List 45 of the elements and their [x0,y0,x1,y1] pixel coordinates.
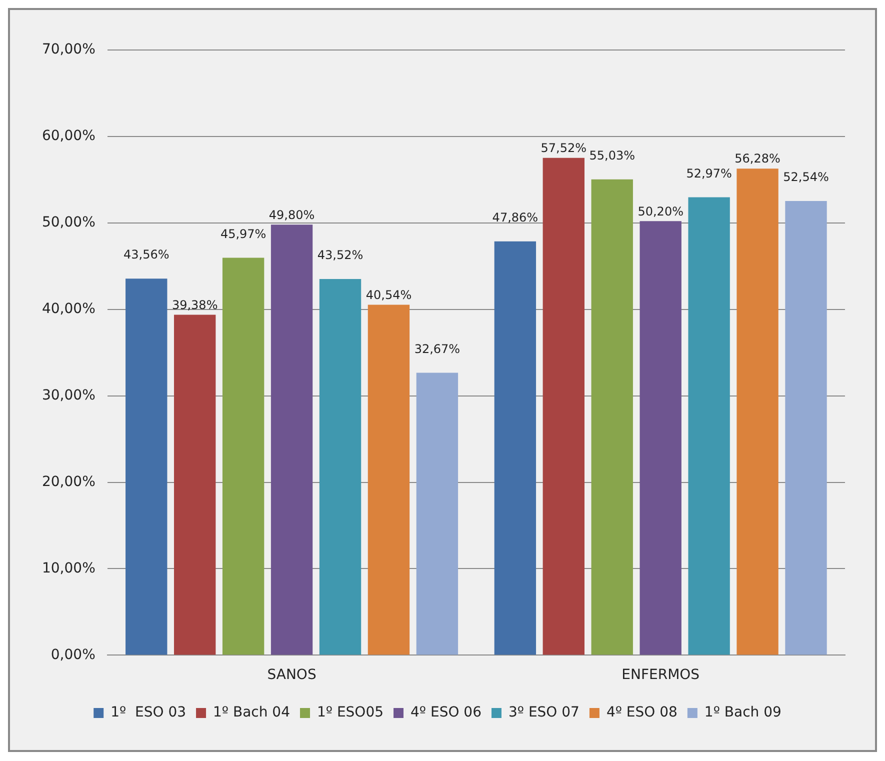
bar [494,241,536,655]
bar [736,168,778,655]
data-label: 56,28% [734,152,780,166]
legend-label: 3º ESO 07 [508,704,580,721]
bar [416,372,458,655]
y-tick-label: 60,00% [42,128,96,144]
data-label: 40,54% [366,288,412,302]
y-tick-label: 20,00% [42,474,96,490]
bar [640,221,682,655]
y-tick-label: 50,00% [42,214,96,231]
data-label: 50,20% [638,204,684,218]
data-label: 55,03% [589,148,636,163]
legend-label: 4º ESO 06 [410,704,482,721]
bar [270,224,313,655]
bar [688,197,730,655]
bar [319,278,362,655]
legend-label: 1º ESO05 [316,704,384,721]
y-tick-label: 30,00% [42,387,96,404]
legend-label: 4º ESO 08 [606,704,678,721]
x-tick-label: SANOS [267,667,316,684]
data-label: 43,56% [123,248,170,262]
data-label: 52,97% [686,166,732,180]
data-label: 52,54% [783,170,829,184]
legend-label: 1º Bach 04 [213,704,290,721]
data-label: 45,97% [220,226,266,241]
data-label: 49,80% [268,208,315,222]
legend-label: 1º Bach 09 [704,704,782,721]
x-tick-label: ENFERMOS [622,667,700,684]
y-tick-label: 40,00% [42,301,96,318]
data-label: 43,52% [317,248,364,262]
bar [368,304,410,655]
bar [591,179,633,655]
bar [542,158,584,655]
data-label: 39,38% [172,298,218,312]
data-label: 47,86% [492,210,538,225]
data-label: 57,52% [540,141,587,156]
y-tick-label: 70,00% [42,42,96,58]
y-tick-label: 0,00% [50,646,96,663]
bar [126,278,168,655]
bar [785,200,827,655]
bar [222,258,264,655]
legend-label: 1º ESO 03 [110,704,186,721]
bar [174,314,216,655]
data-label: 32,67% [414,342,460,356]
y-tick-label: 10,00% [42,560,96,576]
